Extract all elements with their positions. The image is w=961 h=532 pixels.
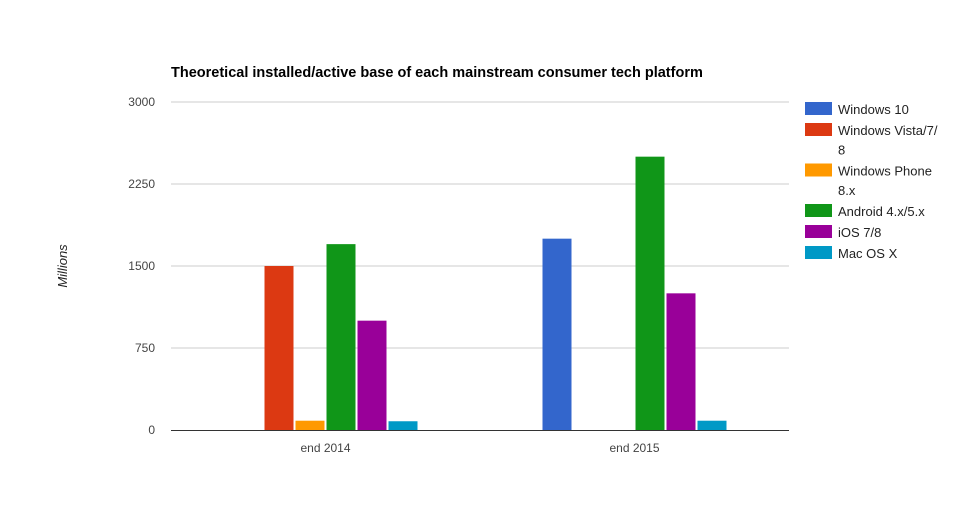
y-tick-label: 2250 (128, 177, 155, 191)
legend-swatch (805, 163, 832, 177)
y-tick-label: 1500 (128, 259, 155, 273)
legend-swatch (805, 123, 832, 136)
gridlines (171, 101, 789, 349)
bar (635, 156, 665, 430)
x-tick-labels: end 2014 end 2015 (300, 441, 659, 455)
bar (697, 420, 727, 430)
legend-swatch (805, 102, 832, 115)
bar (388, 421, 418, 430)
y-tick-label: 750 (135, 341, 155, 355)
legend-swatch (805, 246, 832, 259)
bar (326, 244, 356, 430)
x-tick-label: end 2014 (300, 441, 350, 455)
y-axis-label: Millions (55, 244, 70, 288)
legend-label: 8 (838, 143, 845, 158)
legend-swatch (805, 204, 832, 217)
legend-label: iOS 7/8 (838, 225, 881, 240)
bars (264, 156, 727, 430)
chart-title: Theoretical installed/active base of eac… (171, 65, 703, 81)
y-tick-labels: 0 750 1500 2250 3000 (128, 95, 155, 437)
legend-label: Windows Phone (838, 164, 932, 179)
bar (357, 320, 387, 430)
legend-label: Android 4.x/5.x (838, 204, 925, 219)
y-tick-label: 3000 (128, 95, 155, 109)
y-tick-label: 0 (148, 423, 155, 437)
legend-label: Windows Vista/7/ (838, 123, 938, 138)
legend-label: Mac OS X (838, 246, 898, 261)
legend-swatch (805, 225, 832, 238)
x-tick-label: end 2015 (609, 441, 659, 455)
bar (542, 238, 572, 430)
legend-label: 8.x (838, 183, 856, 198)
legend-label: Windows 10 (838, 102, 909, 117)
bar (666, 293, 696, 430)
bar (295, 420, 325, 430)
legend: Windows 10 Windows Vista/7/8 Windows Phone… (805, 102, 938, 261)
bar (264, 266, 294, 430)
